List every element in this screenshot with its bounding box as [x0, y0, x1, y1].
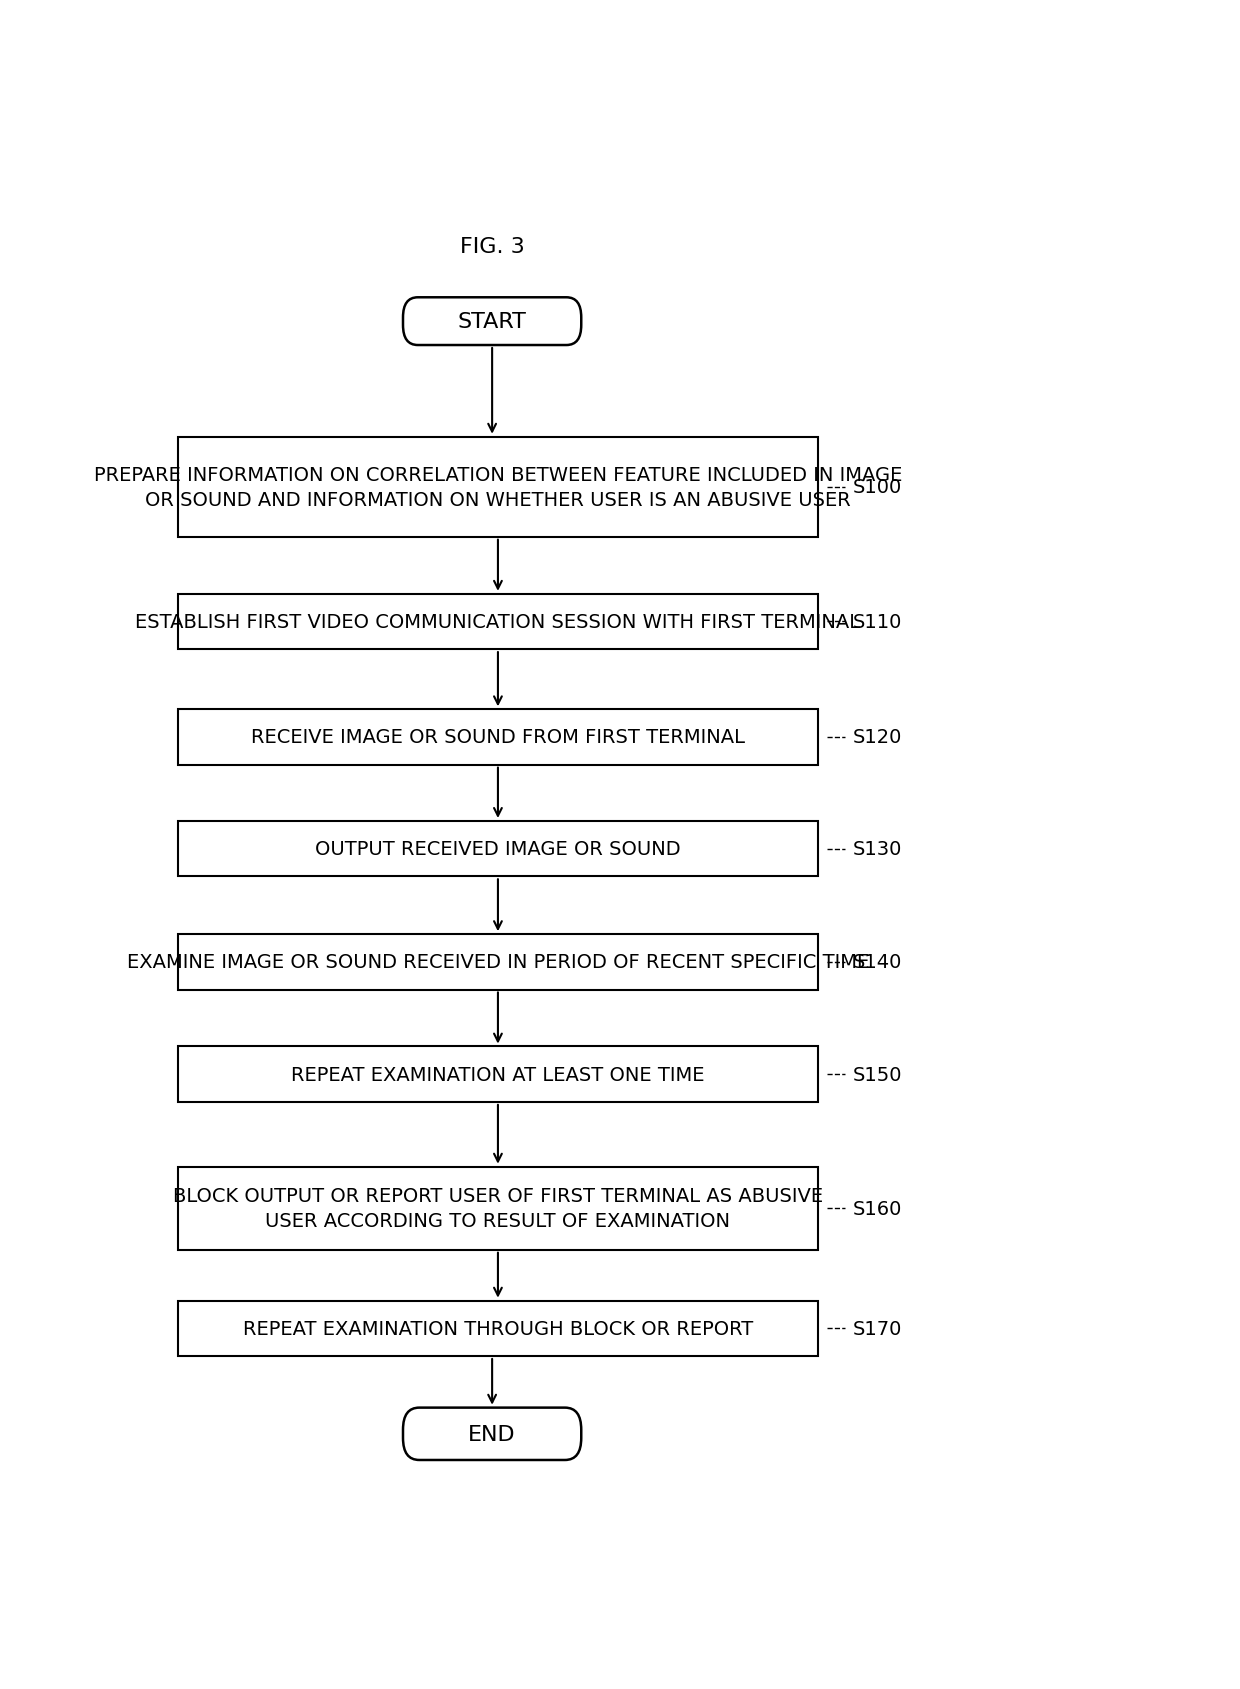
Text: S120: S120: [853, 728, 901, 747]
Text: S140: S140: [853, 953, 901, 971]
Text: S100: S100: [853, 478, 901, 497]
Text: S110: S110: [853, 613, 901, 632]
Text: RECEIVE IMAGE OR SOUND FROM FIRST TERMINAL: RECEIVE IMAGE OR SOUND FROM FIRST TERMIN…: [250, 728, 745, 747]
Bar: [179, 709, 817, 765]
Bar: [179, 1167, 817, 1250]
Bar: [179, 821, 817, 877]
Bar: [179, 595, 817, 650]
Text: EXAMINE IMAGE OR SOUND RECEIVED IN PERIOD OF RECENT SPECIFIC TIME: EXAMINE IMAGE OR SOUND RECEIVED IN PERIO…: [126, 953, 869, 971]
Text: S160: S160: [853, 1199, 901, 1218]
Bar: [179, 934, 817, 990]
Text: OUTPUT RECEIVED IMAGE OR SOUND: OUTPUT RECEIVED IMAGE OR SOUND: [315, 839, 681, 858]
Text: S170: S170: [853, 1319, 901, 1338]
Text: S130: S130: [853, 839, 901, 858]
Bar: [179, 1047, 817, 1103]
Text: START: START: [458, 312, 527, 333]
Text: S150: S150: [853, 1066, 901, 1084]
Text: ESTABLISH FIRST VIDEO COMMUNICATION SESSION WITH FIRST TERMINAL: ESTABLISH FIRST VIDEO COMMUNICATION SESS…: [135, 613, 861, 632]
Bar: [179, 1301, 817, 1356]
Text: FIG. 3: FIG. 3: [460, 238, 525, 257]
Text: PREPARE INFORMATION ON CORRELATION BETWEEN FEATURE INCLUDED IN IMAGE
OR SOUND AN: PREPARE INFORMATION ON CORRELATION BETWE…: [94, 466, 903, 510]
Bar: [179, 437, 817, 537]
Text: REPEAT EXAMINATION THROUGH BLOCK OR REPORT: REPEAT EXAMINATION THROUGH BLOCK OR REPO…: [243, 1319, 753, 1338]
FancyBboxPatch shape: [403, 1409, 582, 1459]
Text: REPEAT EXAMINATION AT LEAST ONE TIME: REPEAT EXAMINATION AT LEAST ONE TIME: [291, 1066, 704, 1084]
Text: END: END: [469, 1424, 516, 1444]
Text: BLOCK OUTPUT OR REPORT USER OF FIRST TERMINAL AS ABUSIVE
USER ACCORDING TO RESUL: BLOCK OUTPUT OR REPORT USER OF FIRST TER…: [172, 1186, 823, 1231]
FancyBboxPatch shape: [403, 297, 582, 346]
